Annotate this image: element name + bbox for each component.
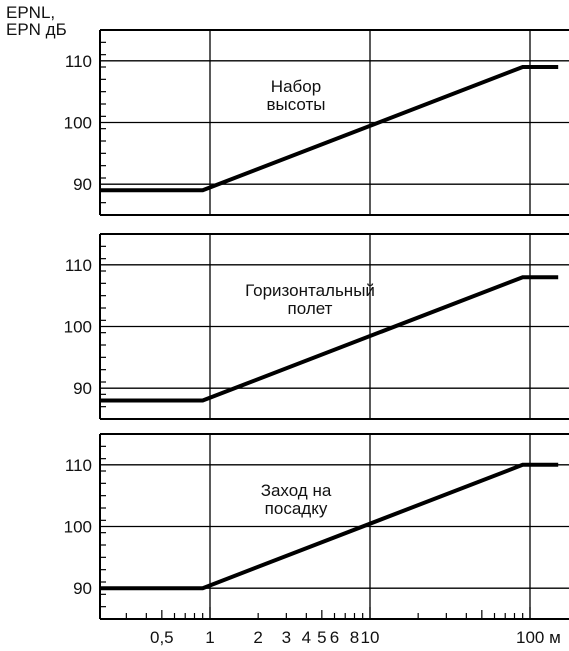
x-tick-label: 4 xyxy=(302,628,311,647)
panel-label-line: Заход на xyxy=(261,481,332,500)
panel-label-line: Горизонтальный xyxy=(245,281,375,300)
x-tick-label: 100 м xyxy=(516,628,561,647)
series-line xyxy=(100,462,559,591)
y-tick-label: 90 xyxy=(73,379,92,398)
x-tick-label: 3 xyxy=(282,628,291,647)
series-line xyxy=(100,65,559,193)
x-axis: 0,5 1 2 3 4 5 6 8 10 100 м xyxy=(125,607,561,647)
y-tick-label: 110 xyxy=(65,52,92,71)
panel-label-line: Набор xyxy=(271,77,321,96)
x-tick-label: 6 xyxy=(330,628,339,647)
x-tick-label: 2 xyxy=(253,628,262,647)
y-tick-label: 100 xyxy=(64,518,92,537)
panel-label-line: полет xyxy=(288,299,333,318)
y-axis-title-line: EPN дБ xyxy=(6,20,67,39)
y-tick-label: 90 xyxy=(73,175,92,194)
panel-label-line: посадку xyxy=(265,499,328,518)
y-tick-label: 110 xyxy=(65,256,92,275)
x-tick-label: 5 xyxy=(317,628,326,647)
x-tick-label: 0,5 xyxy=(150,628,174,647)
x-tick-label: 10 xyxy=(361,628,380,647)
y-axis-title-line: EPNL, xyxy=(6,3,55,22)
y-tick-label: 90 xyxy=(73,579,92,598)
y-tick-label: 110 xyxy=(65,456,92,475)
panel-label-line: высоты xyxy=(266,95,325,114)
x-tick-label: 8 xyxy=(350,628,359,647)
y-tick-label: 100 xyxy=(64,318,92,337)
x-tick-label: 1 xyxy=(205,628,214,647)
y-axis-title: EPNL,EPN дБ xyxy=(6,3,67,39)
y-tick-label: 100 xyxy=(64,114,92,133)
series-line xyxy=(100,275,559,403)
